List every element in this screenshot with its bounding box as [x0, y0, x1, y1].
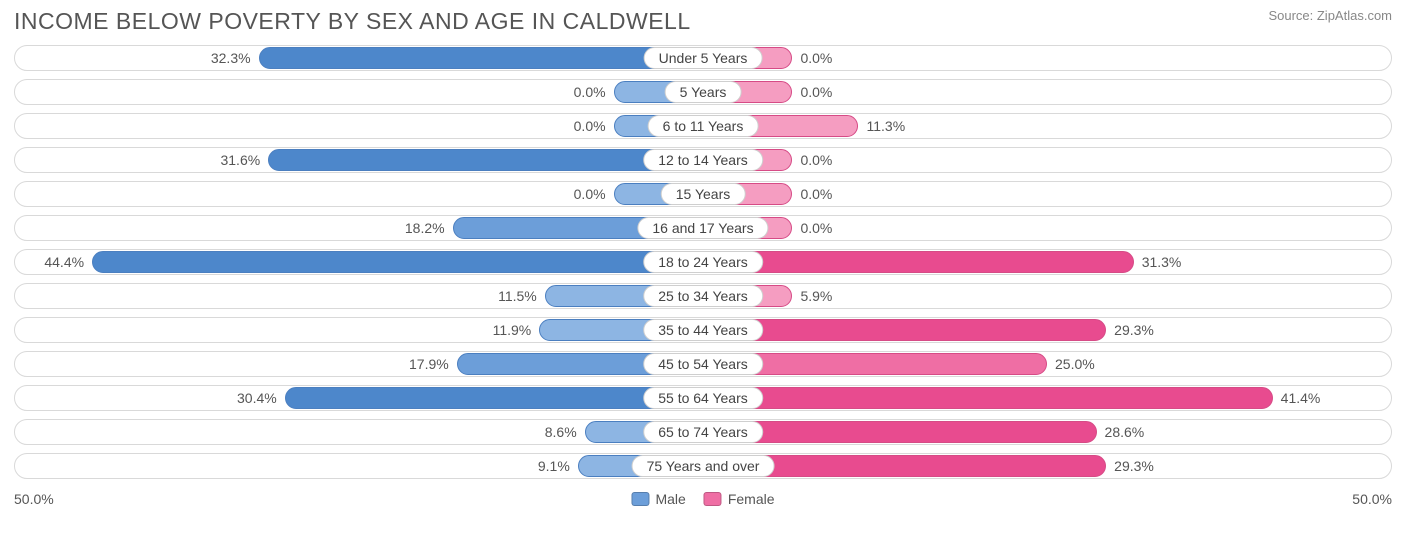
male-value-label: 0.0%: [574, 118, 606, 134]
male-value-label: 32.3%: [211, 50, 251, 66]
male-bar: [259, 47, 703, 69]
category-label: 12 to 14 Years: [643, 149, 763, 171]
category-label: Under 5 Years: [644, 47, 763, 69]
data-row: 32.3% 0.0% Under 5 Years: [14, 45, 1392, 71]
data-row: 8.6% 28.6% 65 to 74 Years: [14, 419, 1392, 445]
female-bar: [703, 319, 1106, 341]
female-value-label: 31.3%: [1142, 254, 1182, 270]
data-row: 11.9% 29.3% 35 to 44 Years: [14, 317, 1392, 343]
male-bar: [268, 149, 703, 171]
category-label: 55 to 64 Years: [643, 387, 763, 409]
male-value-label: 44.4%: [44, 254, 84, 270]
axis-left-label: 50.0%: [14, 491, 54, 507]
female-bar: [703, 251, 1134, 273]
male-value-label: 8.6%: [545, 424, 577, 440]
category-label: 65 to 74 Years: [643, 421, 763, 443]
male-value-label: 9.1%: [538, 458, 570, 474]
category-label: 45 to 54 Years: [643, 353, 763, 375]
legend-female-label: Female: [728, 491, 775, 507]
category-label: 16 and 17 Years: [637, 217, 768, 239]
category-label: 6 to 11 Years: [648, 115, 759, 137]
male-value-label: 18.2%: [405, 220, 445, 236]
axis-right-label: 50.0%: [1352, 491, 1392, 507]
male-value-label: 0.0%: [574, 84, 606, 100]
data-row: 17.9% 25.0% 45 to 54 Years: [14, 351, 1392, 377]
male-value-label: 0.0%: [574, 186, 606, 202]
data-row: 31.6% 0.0% 12 to 14 Years: [14, 147, 1392, 173]
female-value-label: 28.6%: [1105, 424, 1145, 440]
female-value-label: 0.0%: [800, 220, 832, 236]
legend: Male Female: [631, 491, 774, 507]
chart-header: INCOME BELOW POVERTY BY SEX AND AGE IN C…: [14, 8, 1392, 35]
male-bar: [92, 251, 703, 273]
male-value-label: 17.9%: [409, 356, 449, 372]
male-value-label: 11.5%: [498, 288, 537, 304]
data-row: 11.5% 5.9% 25 to 34 Years: [14, 283, 1392, 309]
chart-source: Source: ZipAtlas.com: [1268, 8, 1392, 23]
female-value-label: 29.3%: [1114, 322, 1154, 338]
male-value-label: 11.9%: [493, 322, 532, 338]
male-value-label: 31.6%: [220, 152, 260, 168]
category-label: 75 Years and over: [632, 455, 775, 477]
legend-female: Female: [704, 491, 775, 507]
chart-container: INCOME BELOW POVERTY BY SEX AND AGE IN C…: [0, 0, 1406, 558]
legend-male: Male: [631, 491, 685, 507]
category-label: 25 to 34 Years: [643, 285, 763, 307]
category-label: 35 to 44 Years: [643, 319, 763, 341]
female-value-label: 0.0%: [800, 186, 832, 202]
data-row: 44.4% 31.3% 18 to 24 Years: [14, 249, 1392, 275]
female-swatch-icon: [704, 492, 722, 506]
female-value-label: 11.3%: [866, 118, 905, 134]
male-bar: [285, 387, 703, 409]
female-value-label: 25.0%: [1055, 356, 1095, 372]
data-row: 0.0% 11.3% 6 to 11 Years: [14, 113, 1392, 139]
data-row: 9.1% 29.3% 75 Years and over: [14, 453, 1392, 479]
category-label: 5 Years: [665, 81, 742, 103]
female-value-label: 5.9%: [800, 288, 832, 304]
female-bar: [703, 387, 1273, 409]
data-row: 0.0% 0.0% 5 Years: [14, 79, 1392, 105]
category-label: 18 to 24 Years: [643, 251, 763, 273]
chart-footer: 50.0% Male Female 50.0%: [14, 487, 1392, 511]
female-value-label: 29.3%: [1114, 458, 1154, 474]
data-row: 0.0% 0.0% 15 Years: [14, 181, 1392, 207]
female-value-label: 0.0%: [800, 50, 832, 66]
female-value-label: 0.0%: [800, 84, 832, 100]
data-row: 18.2% 0.0% 16 and 17 Years: [14, 215, 1392, 241]
male-swatch-icon: [631, 492, 649, 506]
legend-male-label: Male: [655, 491, 685, 507]
data-row: 30.4% 41.4% 55 to 64 Years: [14, 385, 1392, 411]
category-label: 15 Years: [661, 183, 746, 205]
female-value-label: 41.4%: [1281, 390, 1321, 406]
female-value-label: 0.0%: [800, 152, 832, 168]
chart-title: INCOME BELOW POVERTY BY SEX AND AGE IN C…: [14, 8, 691, 35]
male-value-label: 30.4%: [237, 390, 277, 406]
chart-rows: 32.3%0.0%Under 5 Years0.0%0.0%5 Years0.0…: [14, 45, 1392, 479]
